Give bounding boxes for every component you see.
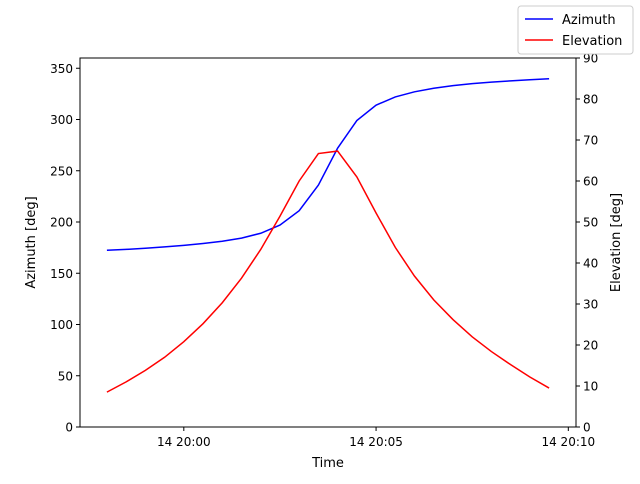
series-line-elevation: [106, 150, 550, 393]
y-right-tick-label: 70: [583, 134, 598, 148]
legend: Azimuth Elevation: [517, 5, 634, 55]
x-tick-label: 14 20:00: [157, 435, 211, 449]
series-lines: [106, 78, 550, 393]
x-tick-label: 14 20:10: [541, 435, 595, 449]
y-left-tick-label: 0: [65, 421, 73, 435]
legend-label-azimuth: Azimuth: [562, 13, 616, 28]
plot-area-frame: [79, 57, 577, 428]
y-axis-left: 0 50 100 150 200 250 300 350: [50, 62, 80, 435]
y-right-tick-label: 10: [583, 380, 598, 394]
y-right-tick-label: 20: [583, 339, 598, 353]
y-right-tick-label: 30: [583, 298, 598, 312]
x-axis-label: Time: [311, 456, 344, 471]
y-left-tick-label: 100: [50, 318, 73, 332]
y-left-tick-label: 300: [50, 113, 73, 127]
y-left-tick-label: 50: [58, 369, 73, 383]
y-right-tick-label: 40: [583, 257, 598, 271]
y-right-tick-label: 50: [583, 216, 598, 230]
y-right-tick-label: 60: [583, 175, 598, 189]
y-left-tick-label: 150: [50, 267, 73, 281]
y-right-tick-label: 0: [583, 421, 591, 435]
y-right-tick-label: 90: [583, 52, 598, 66]
legend-box: [517, 5, 634, 55]
series-line-azimuth: [106, 78, 550, 251]
y-axis-right-label: Elevation [deg]: [609, 193, 624, 292]
y-axis-right: 0 10 20 30 40 50 60 70 80 90: [576, 52, 598, 435]
y-left-tick-label: 250: [50, 164, 73, 178]
y-axis-left-label: Azimuth [deg]: [24, 196, 39, 288]
x-axis: 14 20:00 14 20:05 14 20:10: [157, 427, 595, 449]
y-left-tick-label: 200: [50, 216, 73, 230]
y-right-tick-label: 80: [583, 93, 598, 107]
x-tick-label: 14 20:05: [349, 435, 403, 449]
legend-label-elevation: Elevation: [562, 34, 622, 49]
y-left-tick-label: 350: [50, 62, 73, 76]
